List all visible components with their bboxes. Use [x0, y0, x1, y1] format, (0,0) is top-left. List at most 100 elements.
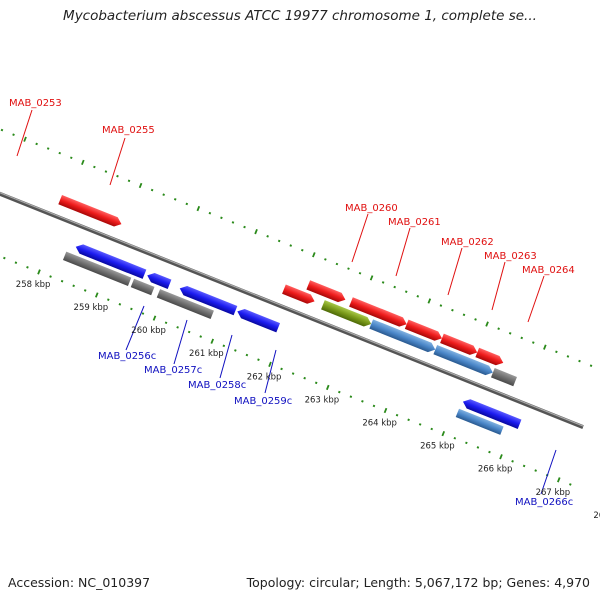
gene-arrow-mab-0258c[interactable] [178, 284, 238, 316]
minor-tick [289, 244, 293, 247]
tick-label: 267 kbp [536, 488, 571, 498]
minor-tick [162, 193, 165, 197]
minor-tick [12, 133, 15, 136]
minor-tick [476, 446, 480, 449]
major-tick [94, 292, 99, 298]
minor-tick [534, 469, 537, 472]
minor-tick [361, 399, 364, 403]
minor-tick [187, 330, 191, 334]
cds-arrow-0263[interactable] [440, 333, 479, 357]
minor-tick [418, 423, 422, 426]
major-tick [268, 361, 272, 367]
minor-tick [14, 261, 18, 264]
gene-label-mab-0257c[interactable]: MAB_0257c [144, 365, 202, 376]
gene-arrow-mab-0259c[interactable] [235, 307, 281, 333]
major-tick [325, 384, 330, 391]
tick-label: 262 kbp [247, 372, 282, 382]
gene-label-mab-0253[interactable]: MAB_0253 [9, 98, 62, 109]
minor-tick [522, 464, 526, 468]
gene-label-mab-0256c[interactable]: MAB_0256c [98, 351, 156, 362]
minor-tick [416, 295, 420, 298]
gene-arrow-mab-0262[interactable] [433, 345, 494, 377]
tick-label: 263 kbp [305, 395, 340, 405]
minor-tick [130, 307, 133, 311]
tick-label: 259 kbp [74, 303, 109, 313]
major-tick [383, 407, 388, 414]
minor-tick [381, 281, 385, 284]
gene-arrow-mab-0256c[interactable] [74, 242, 147, 279]
cds-box-0256c[interactable] [62, 251, 132, 286]
gene-label-mab-0259c[interactable]: MAB_0259c [234, 396, 292, 407]
backbone [0, 165, 584, 429]
gene-label-mab-0263[interactable]: MAB_0263 [484, 251, 537, 262]
minor-tick [497, 327, 500, 330]
gene-label-mab-0264[interactable]: MAB_0264 [522, 265, 575, 276]
minor-tick [245, 353, 249, 357]
gene-labels-forward: MAB_0253 MAB_0255 MAB_0260 MAB_0261 MAB_… [9, 98, 575, 276]
gene-arrow-mab-0257c[interactable] [145, 271, 172, 289]
major-tick [37, 269, 41, 275]
major-tick [485, 321, 489, 327]
minor-tick [164, 321, 168, 325]
gene-arrow-mab-0263[interactable] [490, 368, 517, 387]
cds-box-0266c[interactable] [455, 408, 504, 435]
minor-tick [141, 312, 145, 315]
minor-tick [58, 151, 62, 155]
gene-label-mab-0262[interactable]: MAB_0262 [441, 237, 494, 248]
tick-label: 260 kbp [131, 326, 166, 336]
major-tick [543, 344, 547, 350]
minor-tick [324, 258, 327, 261]
minor-tick [520, 336, 524, 340]
gene-arrow-mab-0260-red[interactable] [282, 284, 316, 306]
minor-tick [199, 335, 203, 338]
minor-tick [118, 302, 122, 306]
minor-tick [508, 332, 512, 335]
outer-tick-track [0, 128, 593, 367]
minor-tick [107, 298, 110, 301]
minor-tick [280, 367, 283, 371]
gene-label-mab-0260[interactable]: MAB_0260 [345, 203, 398, 214]
minor-tick [69, 156, 73, 160]
minor-tick [26, 266, 29, 269]
major-tick [196, 205, 201, 212]
cds-arrow-0255[interactable] [306, 280, 347, 304]
minor-tick [349, 395, 353, 398]
minor-tick [488, 450, 491, 454]
major-tick [81, 159, 85, 166]
cds-arrow-0262[interactable] [404, 319, 444, 343]
major-tick [369, 275, 374, 281]
minor-tick [83, 289, 87, 292]
gene-label-mab-0261[interactable]: MAB_0261 [388, 217, 441, 228]
minor-tick [60, 279, 64, 283]
gene-labels-reverse: MAB_0256c MAB_0257c MAB_0258c MAB_0259c … [98, 351, 573, 508]
minor-tick [300, 248, 304, 252]
cds-arrow-0261[interactable] [349, 297, 408, 329]
gene-arrow-mab-0261[interactable] [369, 319, 437, 354]
minor-tick [395, 413, 399, 417]
minor-tick [46, 147, 50, 150]
minor-tick [462, 313, 466, 317]
minor-tick [176, 326, 179, 329]
gene-label-mab-0266c[interactable]: MAB_0266c [515, 497, 573, 508]
minor-tick [3, 256, 6, 260]
minor-tick [0, 128, 4, 132]
cds-box-0258c[interactable] [156, 289, 214, 320]
gene-arrow-mab-0260[interactable] [321, 300, 373, 329]
gene-label-mab-0255[interactable]: MAB_0255 [102, 125, 155, 136]
minor-tick [93, 165, 96, 169]
minor-tick [451, 308, 454, 312]
minor-tick [222, 344, 226, 348]
gene-label-mab-0258c[interactable]: MAB_0258c [188, 380, 246, 391]
minor-tick [439, 304, 443, 307]
gene-arrow-mab-0255[interactable] [58, 194, 123, 229]
minor-tick [453, 436, 457, 440]
minor-tick [338, 390, 341, 394]
minor-tick [35, 142, 38, 146]
cds-arrow-0264[interactable] [475, 347, 505, 368]
gene-arrow-right-blue[interactable] [461, 397, 522, 429]
minor-tick [173, 198, 177, 201]
major-tick [312, 252, 316, 258]
minor-tick [72, 284, 75, 288]
minor-tick [127, 179, 131, 183]
cds-box-0257c[interactable] [130, 278, 155, 296]
